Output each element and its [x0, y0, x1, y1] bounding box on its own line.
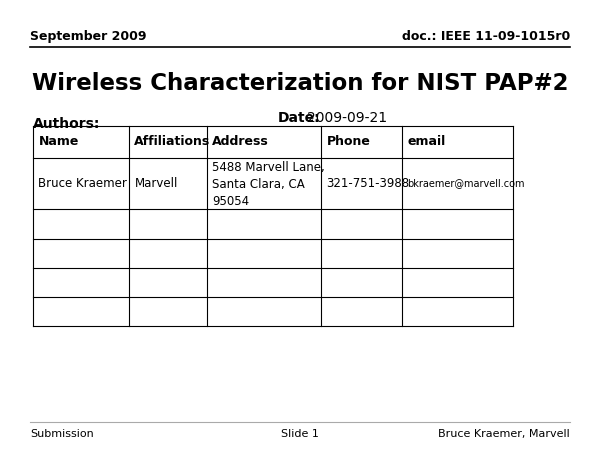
Text: bkraemer@marvell.com: bkraemer@marvell.com [407, 178, 525, 189]
Text: doc.: IEEE 11-09-1015r0: doc.: IEEE 11-09-1015r0 [402, 30, 570, 43]
Text: Wireless Characterization for NIST PAP#2: Wireless Characterization for NIST PAP#2 [32, 72, 568, 95]
Text: Date:: Date: [278, 111, 320, 125]
Text: Name: Name [38, 135, 79, 148]
Text: Bruce Kraemer, Marvell: Bruce Kraemer, Marvell [438, 429, 570, 439]
Text: 2009-09-21: 2009-09-21 [307, 111, 387, 125]
Text: Submission: Submission [30, 429, 94, 439]
Text: Authors:: Authors: [33, 117, 100, 130]
Text: Phone: Phone [326, 135, 370, 148]
Text: September 2009: September 2009 [30, 30, 146, 43]
Text: email: email [407, 135, 446, 148]
Text: 5488 Marvell Lane,
Santa Clara, CA
95054: 5488 Marvell Lane, Santa Clara, CA 95054 [212, 161, 325, 208]
Text: Slide 1: Slide 1 [281, 429, 319, 439]
Text: 321-751-3988: 321-751-3988 [326, 177, 410, 190]
Text: Marvell: Marvell [134, 177, 178, 190]
Text: Affiliations: Affiliations [134, 135, 211, 148]
Text: Address: Address [212, 135, 269, 148]
Text: Bruce Kraemer: Bruce Kraemer [38, 177, 127, 190]
